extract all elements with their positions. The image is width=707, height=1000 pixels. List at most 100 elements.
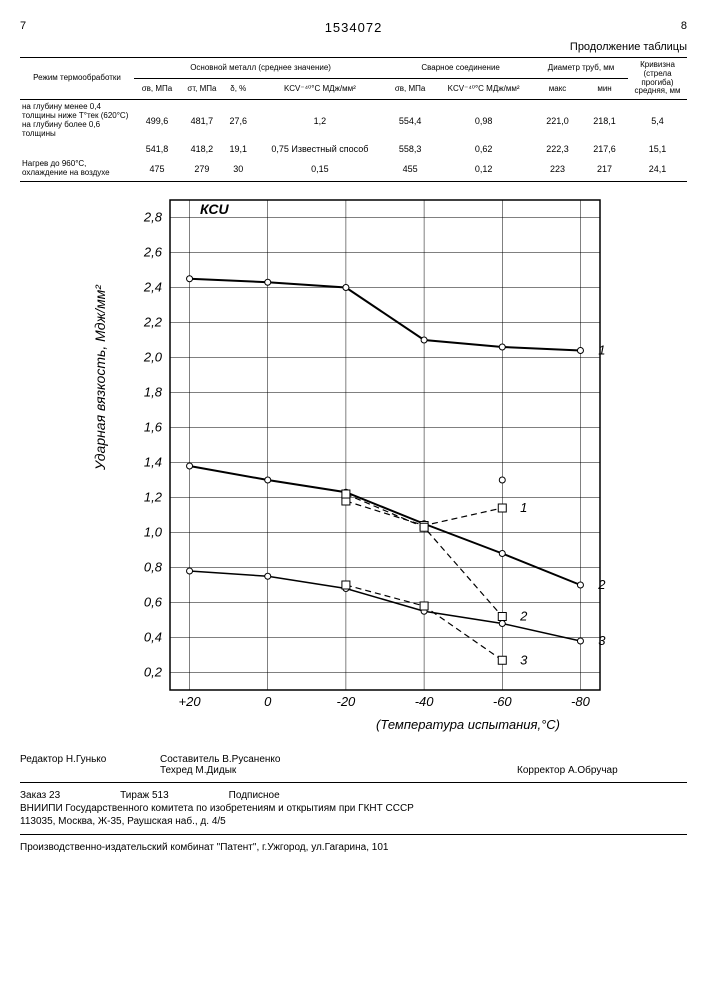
- tech-name: М.Дидык: [195, 765, 236, 776]
- svg-text:2,8: 2,8: [143, 209, 163, 224]
- data-table: Режим термообработки Основной металл (ср…: [20, 57, 687, 182]
- svg-text:2,0: 2,0: [143, 349, 163, 364]
- page-header: 7 1534072 8: [20, 20, 687, 35]
- svg-text:0,4: 0,4: [144, 629, 162, 644]
- col-weld: Сварное соединение: [387, 58, 534, 79]
- sub-st: σт, МПа: [180, 79, 224, 100]
- svg-text:-20: -20: [337, 694, 357, 709]
- cell: 15,1: [628, 141, 687, 157]
- compiler-label: Составитель: [160, 754, 219, 765]
- col-curv: Кривизна (стрела прогиба) средняя, мм: [628, 58, 687, 100]
- editor-label: Редактор: [20, 754, 63, 765]
- credits-row: Редактор Н.Гунько Составитель В.Русаненк…: [20, 754, 687, 776]
- svg-text:-80: -80: [571, 694, 591, 709]
- svg-text:2: 2: [519, 608, 528, 623]
- page-left: 7: [20, 20, 26, 35]
- cell: 0,98: [433, 100, 534, 142]
- cell: 499,6: [134, 100, 180, 142]
- cell: 221,0: [534, 100, 581, 142]
- col-regime: Режим термообработки: [20, 58, 134, 100]
- cell: 0,12: [433, 157, 534, 181]
- table-row: 541,8418,219,10,75 Известный способ558,3…: [20, 141, 687, 157]
- svg-text:1,6: 1,6: [144, 419, 163, 434]
- order-num: Заказ 23: [20, 789, 60, 802]
- svg-text:2,2: 2,2: [143, 314, 163, 329]
- svg-text:1,8: 1,8: [144, 384, 163, 399]
- svg-text:2,4: 2,4: [143, 279, 162, 294]
- svg-text:1,2: 1,2: [144, 489, 163, 504]
- table-continuation-label: Продолжение таблицы: [20, 41, 687, 53]
- cell: 418,2: [180, 141, 224, 157]
- sub-min: мин: [581, 79, 628, 100]
- document-number: 1534072: [325, 20, 383, 35]
- svg-text:КСU: КСU: [200, 201, 230, 217]
- svg-text:1,0: 1,0: [144, 524, 163, 539]
- row-label: на глубину менее 0,4 толщины ниже T°тек …: [20, 100, 134, 142]
- x-axis-label: (Температура испытания,°С): [376, 718, 560, 732]
- cell: 475: [134, 157, 180, 181]
- page-right: 8: [681, 20, 687, 35]
- cell: 30: [224, 157, 253, 181]
- tirazh: Тираж 513: [120, 789, 169, 802]
- org-address: 113035, Москва, Ж-35, Раушская наб., д. …: [20, 815, 687, 828]
- cell: 222,3: [534, 141, 581, 157]
- row-label: [20, 141, 134, 157]
- cell: 5,4: [628, 100, 687, 142]
- svg-text:0: 0: [264, 694, 272, 709]
- svg-text:1: 1: [520, 500, 527, 515]
- cell: 0,62: [433, 141, 534, 157]
- svg-text:1: 1: [598, 342, 605, 357]
- sub-sv-w: σв, МПа: [387, 79, 433, 100]
- cell: 24,1: [628, 157, 687, 181]
- cell: 541,8: [134, 141, 180, 157]
- table-row: на глубину менее 0,4 толщины ниже T°тек …: [20, 100, 687, 142]
- svg-text:-40: -40: [415, 694, 435, 709]
- org-name: ВНИИПИ Государственного комитета по изоб…: [20, 802, 687, 815]
- footer-block-2: Производственно-издательский комбинат "П…: [20, 841, 687, 854]
- sub-max: макс: [534, 79, 581, 100]
- corrector-label: Корректор: [517, 765, 565, 776]
- table-row: Нагрев до 960°С, охлаждение на воздухе47…: [20, 157, 687, 181]
- col-metal: Основной металл (среднее значение): [134, 58, 387, 79]
- cell: 279: [180, 157, 224, 181]
- sub-sv: σв, МПа: [134, 79, 180, 100]
- cell: 27,6: [224, 100, 253, 142]
- cell: 1,2: [253, 100, 388, 142]
- impact-toughness-chart: +20 0 -20 -40 -60 -80 0,2 0,4 0,6 0,8 1,0 1,2 1,4 1,6…: [100, 190, 620, 730]
- svg-text:1,4: 1,4: [144, 454, 162, 469]
- cell: 455: [387, 157, 433, 181]
- corrector-name: А.Обручар: [568, 765, 618, 776]
- sub-kcv-m: KCV⁻⁴⁰°С МДж/мм²: [253, 79, 388, 100]
- y-axis-label: Ударная вязкость, Мдж/мм²: [92, 285, 108, 470]
- chart-container: Ударная вязкость, Мдж/мм² +200-20-40-60-…: [100, 190, 600, 740]
- svg-text:2: 2: [597, 577, 606, 592]
- svg-text:-60: -60: [493, 694, 513, 709]
- cell: 0,15: [253, 157, 388, 181]
- compiler-name: В.Русаненко: [222, 754, 280, 765]
- editor-name: Н.Гунько: [66, 754, 107, 765]
- cell: 0,75 Известный способ: [253, 141, 388, 157]
- cell: 558,3: [387, 141, 433, 157]
- svg-text:+20: +20: [179, 694, 202, 709]
- row-label: Нагрев до 960°С, охлаждение на воздухе: [20, 157, 134, 181]
- sub-delta: δ, %: [224, 79, 253, 100]
- cell: 223: [534, 157, 581, 181]
- svg-text:2,6: 2,6: [143, 244, 163, 259]
- subscription: Подписное: [229, 789, 280, 802]
- svg-text:0,6: 0,6: [144, 594, 163, 609]
- cell: 217: [581, 157, 628, 181]
- col-diam: Диаметр труб, мм: [534, 58, 628, 79]
- tech-label: Техред: [160, 765, 193, 776]
- svg-text:3: 3: [598, 633, 606, 648]
- cell: 217,6: [581, 141, 628, 157]
- cell: 481,7: [180, 100, 224, 142]
- svg-text:0,2: 0,2: [144, 664, 163, 679]
- cell: 19,1: [224, 141, 253, 157]
- cell: 218,1: [581, 100, 628, 142]
- svg-text:3: 3: [520, 652, 528, 667]
- footer-block-1: Заказ 23 Тираж 513 Подписное ВНИИПИ Госу…: [20, 789, 687, 828]
- svg-text:0,8: 0,8: [144, 559, 163, 574]
- divider: [20, 782, 687, 783]
- cell: 554,4: [387, 100, 433, 142]
- divider: [20, 834, 687, 835]
